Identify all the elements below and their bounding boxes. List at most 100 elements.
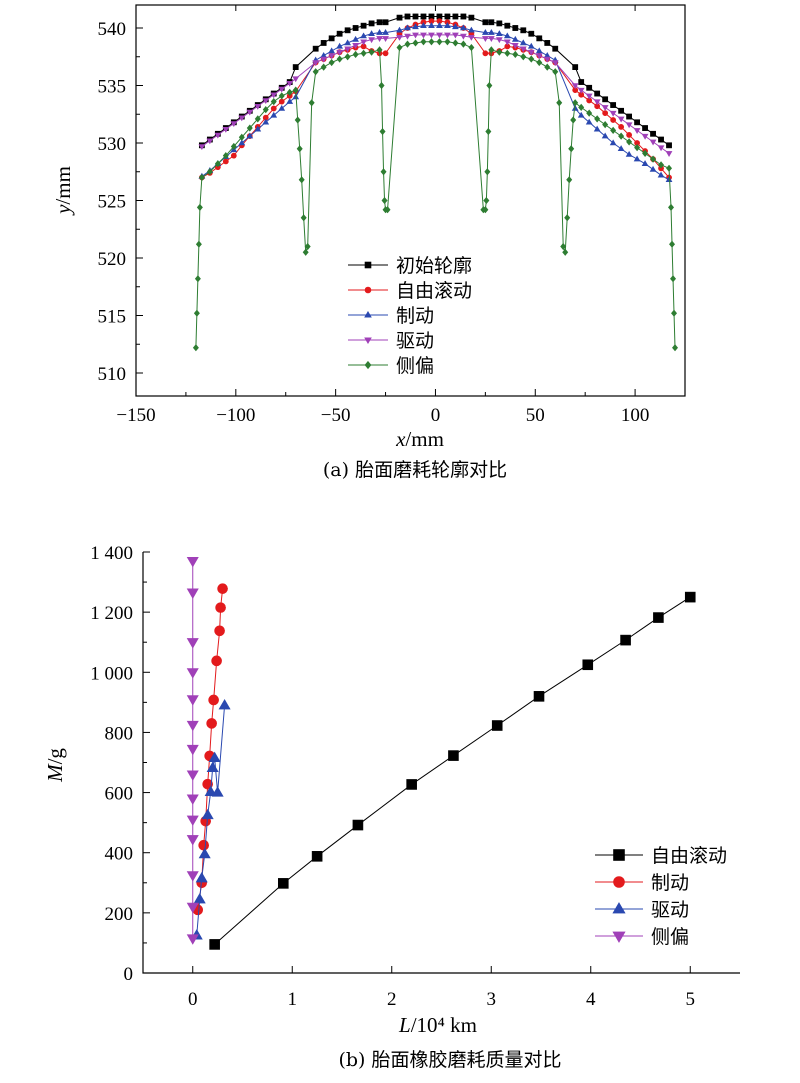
data-point-3: [527, 49, 535, 56]
data-point-3: [396, 34, 403, 41]
data-point-4: [196, 203, 203, 211]
data-point-0: [360, 22, 367, 29]
data-point-4: [214, 160, 221, 168]
data-point-1: [208, 694, 219, 706]
data-point-4: [368, 48, 375, 56]
data-point-0: [666, 142, 672, 149]
data-point-3: [571, 83, 579, 90]
data-point-2: [452, 23, 459, 30]
data-point-3: [428, 32, 435, 39]
data-point-3: [460, 33, 467, 40]
data-point-4: [296, 145, 303, 153]
data-point-4: [485, 127, 492, 136]
data-point-2: [633, 155, 641, 162]
data-point-4: [672, 344, 679, 352]
data-point-3: [186, 695, 199, 706]
data-point-4: [336, 55, 343, 63]
data-point-4: [484, 168, 491, 176]
data-point-3: [186, 934, 199, 945]
data-point-3: [665, 151, 673, 157]
data-point-2: [328, 47, 336, 54]
legend-marker-3: [364, 337, 372, 345]
data-point-3: [186, 794, 199, 805]
data-point-2: [657, 171, 665, 178]
y-tick-label: 535: [98, 77, 127, 98]
data-point-2: [262, 118, 270, 125]
data-point-4: [238, 133, 245, 141]
data-point-0: [610, 102, 617, 108]
chart-b-ticks: 0 1 2 3 4 5 0 200 400 600 800 1 000 1 200 1 400: [90, 543, 695, 1010]
data-point-3: [360, 39, 367, 46]
data-point-0: [650, 130, 656, 137]
data-point-2: [527, 42, 535, 49]
data-point-4: [428, 38, 435, 46]
legend-marker-0: [364, 261, 372, 269]
data-point-1: [482, 50, 489, 57]
data-point-2: [360, 32, 367, 39]
data-point-2: [444, 22, 451, 28]
legend-label-1: 制动: [651, 872, 689, 894]
data-point-3: [625, 122, 633, 129]
data-point-4: [642, 149, 649, 157]
data-point-4: [544, 63, 551, 71]
data-point-0: [406, 779, 417, 790]
data-point-4: [669, 240, 676, 248]
series-line-1: [201, 20, 670, 178]
data-point-4: [594, 115, 601, 123]
series-line-0: [201, 16, 670, 146]
data-point-3: [609, 110, 617, 117]
x-tick-label: −100: [216, 405, 255, 426]
chart-b-series-marks: [186, 556, 696, 950]
chart-a-ticks: −150 −100 −50 0 50 100 510 515 520 525 530 535 540: [98, 5, 649, 426]
data-point-0: [520, 27, 527, 34]
data-point-4: [528, 55, 535, 63]
data-point-3: [641, 133, 649, 140]
data-point-0: [312, 45, 319, 52]
data-point-2: [246, 132, 254, 139]
series-line-0: [214, 596, 691, 945]
chart-a-series-marks: [192, 13, 679, 352]
data-point-3: [633, 128, 641, 134]
data-point-4: [420, 38, 427, 46]
data-point-0: [488, 19, 495, 26]
data-point-0: [352, 819, 364, 831]
data-point-3: [551, 60, 559, 67]
data-point-0: [684, 591, 696, 603]
data-point-2: [211, 786, 224, 797]
data-point-4: [404, 40, 411, 48]
data-point-4: [195, 240, 202, 248]
data-point-3: [585, 93, 593, 100]
data-point-3: [186, 815, 199, 826]
data-point-4: [328, 58, 335, 67]
data-point-2: [436, 22, 443, 28]
data-point-0: [209, 939, 220, 950]
data-point-2: [396, 26, 403, 33]
data-point-1: [211, 655, 222, 667]
data-point-3: [230, 121, 238, 128]
data-point-0: [320, 40, 327, 46]
data-point-1: [626, 132, 633, 138]
legend-label-3: 驱动: [396, 330, 434, 352]
data-point-3: [328, 53, 336, 60]
data-point-2: [195, 871, 208, 883]
legend-marker-2: [364, 310, 372, 318]
data-point-1: [217, 583, 228, 594]
data-point-4: [602, 121, 609, 129]
data-point-0: [404, 13, 411, 20]
data-point-0: [396, 14, 403, 21]
chart-a-caption: (a) 胎面磨耗轮廓对比: [323, 459, 507, 481]
data-point-2: [201, 808, 214, 820]
data-point-3: [262, 98, 270, 105]
data-point-4: [650, 155, 657, 163]
data-point-4: [512, 50, 519, 59]
data-point-4: [320, 63, 327, 71]
data-point-3: [452, 32, 459, 39]
x-tick-label: 1: [288, 989, 298, 1010]
data-point-4: [666, 164, 673, 172]
legend-marker-0: [613, 849, 625, 861]
data-point-0: [352, 25, 359, 31]
data-point-2: [376, 29, 383, 35]
data-point-3: [519, 46, 527, 53]
data-point-3: [404, 33, 411, 40]
